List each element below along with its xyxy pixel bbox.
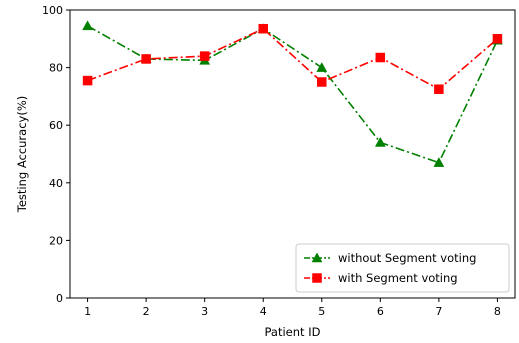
series-1 <box>82 20 503 167</box>
series-2 <box>82 23 503 94</box>
data-point <box>317 77 327 87</box>
plot-frame <box>69 9 516 299</box>
data-point <box>492 34 503 44</box>
legend-marker <box>311 252 323 263</box>
data-point <box>433 157 445 167</box>
legend: without Segment voting with Segment votin… <box>295 243 510 293</box>
x-tick-label: 3 <box>201 305 208 318</box>
data-point <box>82 20 93 31</box>
y-tick-label: 40 <box>49 177 63 190</box>
y-axis-label: Testing Accuracy(%) <box>15 96 29 214</box>
data-point <box>82 75 93 86</box>
y-tick-label: 80 <box>49 62 63 75</box>
x-tick-label: 5 <box>318 305 325 318</box>
data-point <box>375 52 386 63</box>
data-point <box>434 84 444 94</box>
x-tick-label: 2 <box>143 305 150 318</box>
x-tick-label: 1 <box>84 305 91 318</box>
data-point <box>316 62 328 72</box>
legend-marker <box>312 273 322 283</box>
legend-box <box>295 243 510 293</box>
series-line <box>87 25 499 164</box>
data-point <box>374 136 386 147</box>
series-line <box>87 27 498 91</box>
y-tick-label: 0 <box>56 292 63 305</box>
x-tick-label: 7 <box>435 305 442 318</box>
data-point <box>199 51 210 61</box>
x-tick-label: 8 <box>494 305 501 318</box>
y-tick-label: 60 <box>49 119 63 132</box>
data-point <box>258 23 268 34</box>
x-axis-label: Patient ID <box>265 325 321 339</box>
legend-label: with Segment voting <box>338 271 458 285</box>
x-tick-label: 4 <box>260 305 267 318</box>
legend-label: without Segment voting <box>338 251 476 265</box>
data-point <box>141 54 151 64</box>
legend-entry: with Segment voting <box>304 271 458 285</box>
x-tick-label: 6 <box>377 305 384 318</box>
y-tick-label: 20 <box>49 234 63 247</box>
legend-entry: without Segment voting <box>304 251 476 265</box>
y-tick-label: 100 <box>42 4 63 17</box>
series-layer <box>82 20 503 167</box>
